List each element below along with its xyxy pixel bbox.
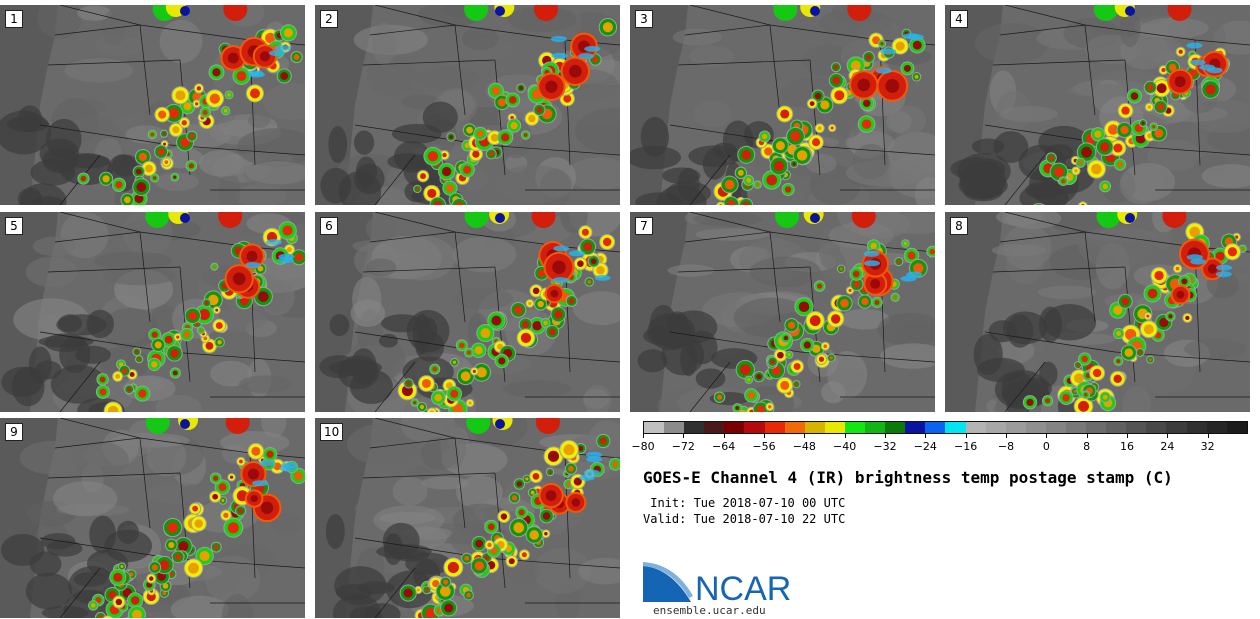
map-panel: 1 (0, 5, 305, 205)
panel-number: 7 (635, 217, 653, 235)
colorbar-tick-label: −24 (913, 440, 937, 453)
panel-number: 5 (5, 217, 23, 235)
colorbar-tick (723, 434, 725, 438)
figure-title: GOES-E Channel 4 (IR) brightness temp po… (643, 468, 1173, 487)
colorbar-segment (684, 422, 705, 433)
colorbar-ticks: −80 −72 −64 −56 −48 −40 −32 −24 −16 −8 0 8 16 24 32 (631, 434, 1248, 454)
colorbar-tick-label: 16 (1120, 440, 1134, 453)
colorbar-segment (905, 422, 926, 433)
colorbar-segment (844, 422, 866, 433)
colorbar-tick-label: −48 (792, 440, 816, 453)
colorbar-tick (925, 434, 927, 438)
satellite-map (315, 418, 620, 618)
valid-time: Valid: Tue 2018-07-10 22 UTC (643, 512, 846, 526)
ncar-logo: NCAR (643, 562, 791, 606)
colorbar-tick (1167, 434, 1169, 438)
temperature-colorbar (643, 421, 1248, 434)
colorbar-segment (945, 422, 966, 433)
satellite-map (0, 212, 305, 412)
colorbar-tick (1127, 434, 1128, 438)
colorbar-tick (885, 434, 886, 438)
map-panel: 9 (0, 418, 305, 618)
colorbar-tick (683, 434, 685, 438)
colorbar-segment (724, 422, 745, 433)
colorbar-tick-label: −16 (954, 440, 978, 453)
satellite-map (315, 212, 620, 412)
colorbar-tick (764, 434, 765, 438)
colorbar-segment (925, 422, 946, 433)
colorbar-tick (1086, 434, 1088, 438)
colorbar-segment (1226, 422, 1247, 433)
colorbar-segment (1065, 422, 1087, 433)
map-panel: 2 (315, 5, 620, 205)
colorbar-segment (664, 422, 685, 433)
colorbar-segment (784, 422, 805, 433)
satellite-map (630, 5, 935, 205)
colorbar-tick-label: 8 (1083, 440, 1091, 453)
panel-number: 10 (320, 423, 344, 441)
colorbar-tick (804, 434, 806, 438)
map-panel: 6 (315, 212, 620, 412)
satellite-map (945, 212, 1250, 412)
colorbar-segment (744, 422, 765, 433)
colorbar-segment (885, 422, 906, 433)
colorbar-segment (1146, 422, 1167, 433)
satellite-map (0, 5, 305, 205)
logo-url: ensemble.ucar.edu (653, 604, 766, 617)
colorbar-tick (1046, 434, 1048, 438)
colorbar-tick-label: −32 (873, 440, 897, 453)
colorbar-tick-label: −40 (833, 440, 857, 453)
colorbar-segment (985, 422, 1006, 433)
panel-number: 9 (5, 423, 23, 441)
colorbar-tick-label: −8 (997, 440, 1015, 453)
colorbar-tick-label: −56 (752, 440, 776, 453)
colorbar-segment (1206, 422, 1227, 433)
colorbar-segment (1106, 422, 1127, 433)
colorbar-tick (1006, 434, 1007, 438)
map-panel: 8 (945, 212, 1250, 412)
panel-number: 4 (950, 10, 968, 28)
map-panel: 7 (630, 212, 935, 412)
map-panel: 10 (315, 418, 620, 618)
colorbar-tick-label: 32 (1200, 440, 1215, 453)
colorbar-tick (1207, 434, 1209, 438)
colorbar-tick-label: 24 (1160, 440, 1175, 453)
colorbar-tick-label: −80 (631, 440, 655, 453)
panel-number: 3 (635, 10, 653, 28)
colorbar-segment (1045, 422, 1066, 433)
colorbar-tick-label: −64 (712, 440, 736, 453)
satellite-map (315, 5, 620, 205)
map-panel: 5 (0, 212, 305, 412)
colorbar-segment (764, 422, 785, 433)
colorbar-segment (824, 422, 845, 433)
colorbar-segment (1005, 422, 1026, 433)
satellite-map (0, 418, 305, 618)
satellite-map (945, 5, 1250, 205)
logo-text: NCAR (695, 570, 791, 606)
colorbar-segment (1025, 422, 1046, 433)
colorbar-segment (804, 422, 825, 433)
colorbar-segment (1086, 422, 1107, 433)
colorbar-tick (844, 434, 846, 438)
panel-number: 1 (5, 10, 23, 28)
panel-number: 6 (320, 217, 338, 235)
init-time: Init: Tue 2018-07-10 00 UTC (643, 496, 846, 510)
colorbar-segment (965, 422, 986, 433)
panel-number: 2 (320, 10, 338, 28)
colorbar-segment (1166, 422, 1187, 433)
satellite-map (630, 212, 935, 412)
map-panel: 4 (945, 5, 1250, 205)
map-panel: 3 (630, 5, 935, 205)
colorbar-segment (1186, 422, 1207, 433)
colorbar-segment (644, 422, 665, 433)
colorbar-segment (704, 422, 725, 433)
colorbar-segment (865, 422, 886, 433)
panel-number: 8 (950, 217, 968, 235)
colorbar-tick (965, 434, 967, 438)
colorbar-tick (643, 434, 644, 438)
colorbar-tick-label: −72 (671, 440, 695, 453)
colorbar-tick-label: 0 (1042, 440, 1050, 453)
colorbar-segment (1126, 422, 1147, 433)
